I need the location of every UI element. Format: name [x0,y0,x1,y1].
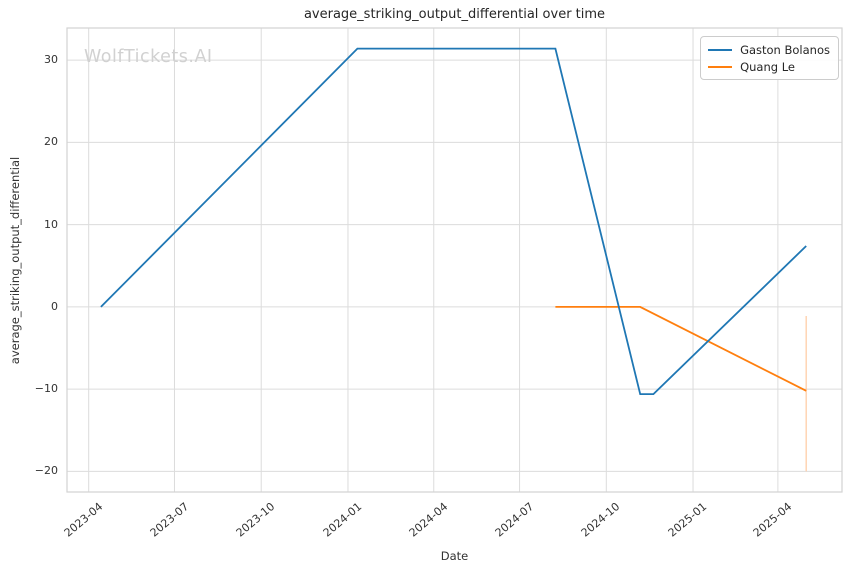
y-tick-label: −20 [34,464,58,478]
legend-entry: Quang Le [708,58,830,75]
chart-title: average_striking_output_differential ove… [303,7,606,22]
x-axis-label: Date [440,549,469,563]
y-axis-label: average_striking_output_differential [7,156,22,365]
legend-line-sample [708,48,733,51]
series-line-gaston-bolanos [100,47,807,396]
y-tick-label: 10 [44,217,58,231]
y-tick-label: 20 [44,135,58,149]
y-tick-label: 30 [44,53,58,67]
y-tick-label: −10 [34,382,58,396]
y-tick-label: 0 [51,299,58,313]
series-line-quang-le [555,305,807,392]
legend-label: Quang Le [740,59,795,74]
plot-border [66,27,843,493]
legend-line-sample [708,65,733,68]
legend-entry: Gaston Bolanos [708,41,830,58]
watermark: WolfTickets.AI [84,47,213,67]
legend: Gaston Bolanos Quang Le [700,36,839,80]
legend-label: Gaston Bolanos [740,42,830,57]
